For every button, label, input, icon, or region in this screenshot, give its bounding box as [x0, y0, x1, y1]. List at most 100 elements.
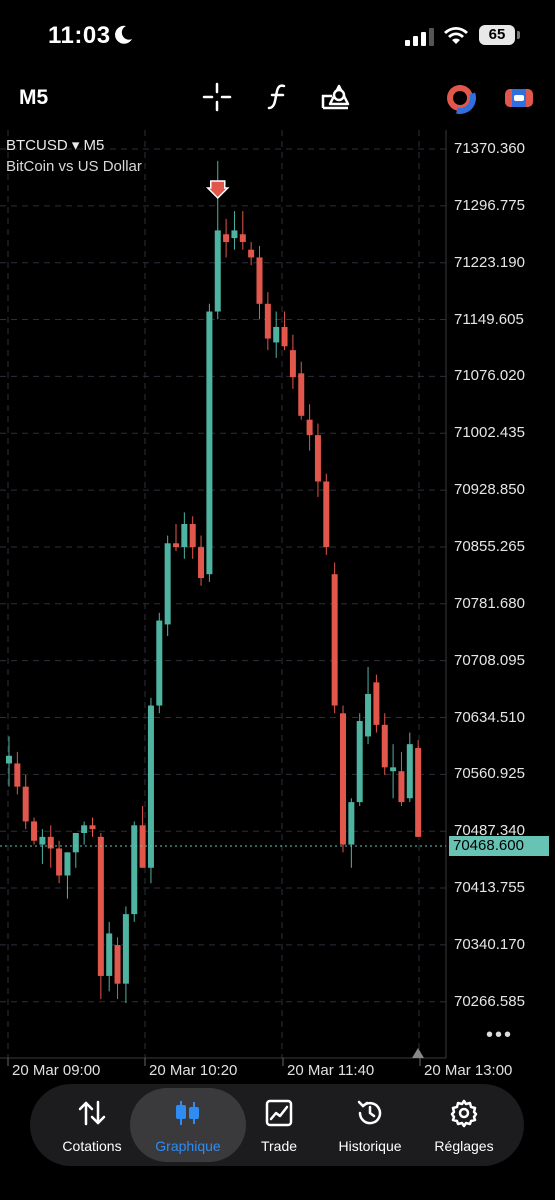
time-tick-label: 20 Mar 09:00 [12, 1062, 101, 1079]
candle-body [248, 249, 255, 258]
candle-body [164, 543, 171, 625]
candle-body [22, 786, 29, 822]
signals-icon[interactable] [444, 82, 476, 114]
candle-body [373, 682, 380, 725]
current-price-label: 70468.600 [449, 836, 549, 856]
candle-body [72, 833, 79, 853]
candle-body [97, 836, 104, 976]
candle-body [214, 230, 221, 312]
candle-body [415, 748, 422, 837]
candle-body [56, 848, 63, 876]
candle-body [64, 852, 71, 876]
objects-icon[interactable] [320, 82, 352, 112]
price-tick-label: 71002.435 [454, 424, 525, 442]
tab-trade[interactable]: Trade [248, 1084, 310, 1166]
arrows-up-down-icon [78, 1100, 106, 1126]
price-chart[interactable] [0, 128, 555, 1088]
candle-body [131, 825, 138, 915]
tab-graphique[interactable]: Graphique [130, 1088, 246, 1162]
price-tick-label: 70634.510 [454, 708, 525, 726]
chart-description: BitCoin vs US Dollar [6, 158, 142, 175]
more-options-icon[interactable]: ••• [486, 1024, 514, 1046]
candle-body [289, 350, 296, 378]
moon-icon [115, 25, 132, 44]
status-bar: 11:03 65 [0, 0, 555, 72]
price-tick-label: 70928.850 [454, 481, 525, 499]
tab-cotations[interactable]: Cotations [52, 1084, 132, 1166]
candle-body [231, 230, 238, 239]
price-tick-label: 70340.170 [454, 935, 525, 953]
battery-indicator: 65 [479, 25, 515, 45]
price-tick-label: 70560.925 [454, 765, 525, 783]
indicators-icon[interactable] [264, 82, 292, 112]
candle-body [306, 419, 313, 436]
chart-symbol: BTCUSD ▾ M5 [6, 137, 105, 154]
candle-body [122, 914, 129, 984]
gear-icon [450, 1099, 478, 1128]
candle-body [314, 435, 321, 482]
time-tick-label: 20 Mar 11:40 [287, 1062, 375, 1079]
battery-tip [517, 31, 520, 39]
price-tick-label: 70708.095 [454, 651, 525, 669]
price-tick-label: 70855.265 [454, 537, 525, 555]
candle-body [39, 836, 46, 845]
time-tick-label: 20 Mar 10:20 [149, 1062, 238, 1079]
tab-label: Graphique [155, 1138, 221, 1154]
candle-body [273, 326, 280, 343]
one-click-trading-icon[interactable] [503, 82, 535, 114]
candle-body [181, 523, 188, 548]
sell-signal-arrow-icon [205, 180, 230, 200]
chevron-down-icon: ▾ [71, 137, 80, 154]
tab-label: Réglages [434, 1138, 494, 1154]
price-tick-label: 70781.680 [454, 594, 525, 612]
price-tick-label: 71370.360 [454, 140, 525, 157]
candle-body [340, 713, 346, 845]
candle-body [348, 802, 355, 845]
crosshair-icon[interactable] [202, 82, 232, 112]
candle-body [139, 825, 146, 868]
price-tick-label: 71296.775 [454, 196, 525, 214]
price-tick-label: 70266.585 [454, 992, 525, 1010]
candle-body [406, 744, 413, 799]
candle-body [89, 825, 96, 830]
candle-body [106, 933, 113, 976]
candle-body [81, 825, 88, 834]
tab-label: Trade [260, 1138, 298, 1154]
price-tick-label: 71223.190 [454, 253, 525, 271]
candle-body [298, 373, 305, 416]
trade-chart-icon [265, 1099, 293, 1127]
candlestick-icon [176, 1101, 199, 1125]
candle-body [156, 620, 163, 706]
bottom-nav: Cotations Graphique Trade Historique [30, 1084, 524, 1166]
candle-body [281, 326, 288, 347]
candle-body [256, 257, 263, 304]
candle-body [14, 763, 21, 787]
time-tick-label: 20 Mar 13:00 [424, 1062, 513, 1079]
tab-reglages[interactable]: Réglages [426, 1084, 502, 1166]
price-tick-label: 70413.755 [454, 879, 525, 897]
candle-body [331, 574, 338, 706]
timeframe-button[interactable]: M5 [19, 86, 49, 109]
candle-body [356, 720, 363, 803]
candle-body [398, 771, 405, 803]
candle-body [198, 547, 205, 579]
candle-body [114, 945, 121, 984]
candle-body [390, 767, 397, 772]
chart-shift-marker-icon [412, 1048, 424, 1058]
tab-historique[interactable]: Historique [328, 1084, 412, 1166]
candle-body [206, 311, 213, 575]
candle-body [264, 303, 271, 339]
price-tick-label: 71076.020 [454, 367, 525, 385]
candle-body [47, 836, 54, 849]
wifi-icon [444, 27, 468, 44]
history-icon [357, 1100, 382, 1125]
candle-body [173, 543, 179, 548]
candle-body [323, 481, 330, 548]
candle-body [189, 523, 196, 548]
candle-body [147, 705, 154, 868]
price-tick-label: 70487.340 [454, 822, 525, 840]
candle-body [239, 234, 246, 242]
status-time: 11:03 [48, 22, 111, 49]
candle-body [31, 821, 38, 841]
price-tick-label: 71149.605 [454, 310, 524, 328]
